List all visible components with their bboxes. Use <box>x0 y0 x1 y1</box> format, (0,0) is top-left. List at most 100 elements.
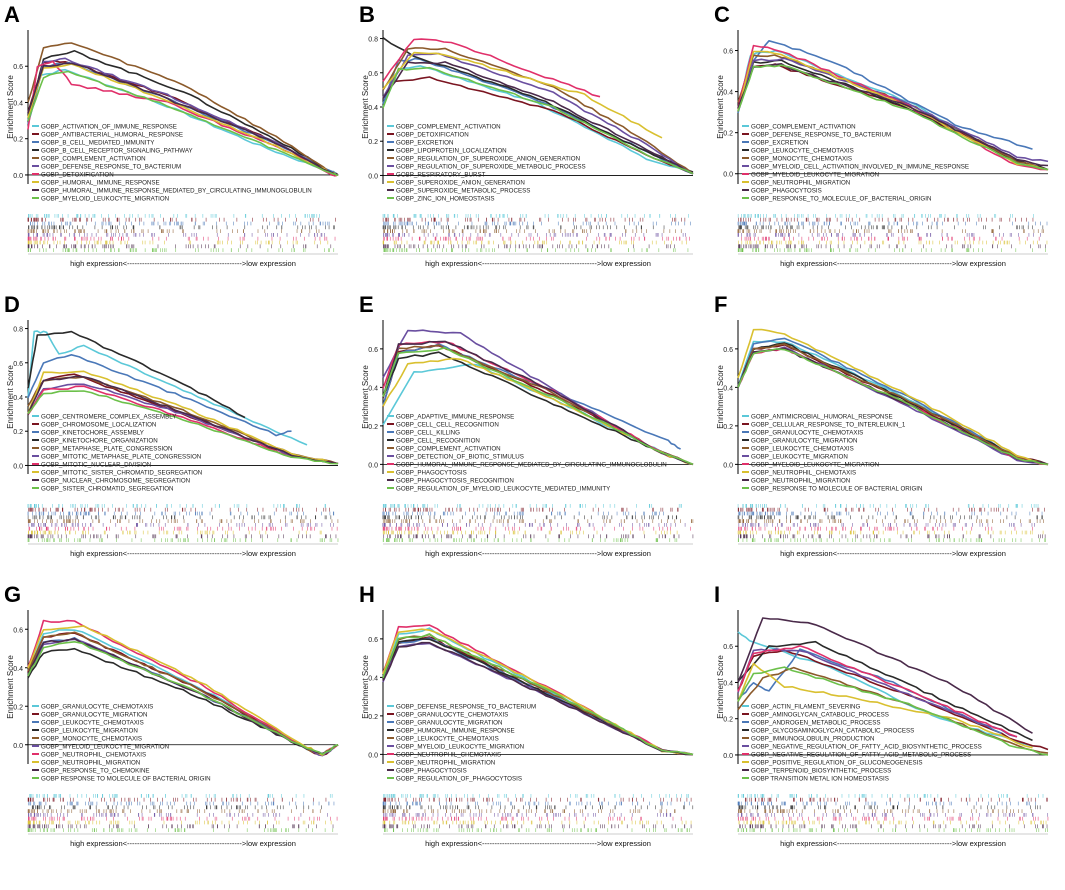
panel-d: D 0.0 0.2 0.4 0.6 0.8 Enrichment Score GOBP_CEN… <box>4 292 339 558</box>
y-tick-label: 0.2 <box>368 424 378 431</box>
legend-entry: GOBP_NEUTROPHIL_MIGRATION <box>751 477 850 484</box>
es-line-0 <box>27 330 308 446</box>
es-line-6 <box>737 44 1049 171</box>
es-line-9 <box>27 70 339 176</box>
legend-entry: GOBP_MONOCYTE_CHEMOTAXIS <box>41 735 142 742</box>
legend-entry: GOBP_MITOTIC_NUCLEAR_DIVISION <box>41 461 151 468</box>
legend-entry: GOBP_COMPLEMENT_ACTIVATION <box>751 123 856 130</box>
legend-entry: GOBP_METAPHASE_PLATE_CONGRESSION <box>41 445 172 452</box>
legend-entry: GOBP_GRANULOCYTE_CHEMOTAXIS <box>41 703 153 710</box>
legend-entry: GOBP_COMPLEMENT_ACTIVATION <box>396 445 501 452</box>
es-line-9 <box>27 640 339 755</box>
legend-entry: GOBP_KINETOCHORE_ASSEMBLY <box>41 429 144 436</box>
y-axis-label: Enrichment Score <box>6 655 15 719</box>
legend-entry: GOBP_KINETOCHORE_ORGANIZATION <box>41 437 158 444</box>
legend-entry: GOBP_DETOXIFICATION <box>396 131 469 138</box>
y-tick-label: 0.0 <box>13 173 23 180</box>
x-axis-caption: high expression<------------------------… <box>70 259 296 268</box>
legend-entry: GOBP_LEUKOCYTE_CHEMOTAXIS <box>41 719 144 726</box>
es-line-3 <box>27 330 246 419</box>
legend-entry: GOBP_RESPONSE_TO_CHEMOKINE <box>41 767 150 774</box>
panel-c: C 0.0 0.2 0.4 0.6 Enrichment Score GOBP_COMPLE… <box>714 2 1049 268</box>
legend-entry: GOBP_MYELOID_LEUKOCYTE_MIGRATION <box>751 171 879 178</box>
panel-a: A 0.0 0.2 0.4 0.6 Enrichment Score GOBP_ACTIVA… <box>4 2 339 268</box>
y-tick-label: 0.4 <box>723 90 733 97</box>
legend-entry: GOBP_CELL_CELL_RECOGNITION <box>396 421 499 428</box>
legend-entry: GOBP_RESPONSE TO MOLECULE OF BACTERIAL O… <box>751 485 922 492</box>
y-tick-label: 0.0 <box>723 172 733 179</box>
legend-entry: GOBP_CELL_RECOGNITION <box>396 437 480 444</box>
legend-entry: GOBP_LEUKOCYTE_CHEMOTAXIS <box>751 445 854 452</box>
y-tick-label: 0.4 <box>13 395 23 402</box>
legend-entry: GOBP_SISTER_CHROMATID_SEGREGATION <box>41 485 173 492</box>
es-line-8 <box>27 62 339 176</box>
panel-e: E 0.0 0.2 0.4 0.6 Enrichment Score GOBP_ADAPTI… <box>359 292 694 558</box>
es-line-9 <box>382 66 694 175</box>
y-tick-label: 0.2 <box>723 131 733 138</box>
es-line-7 <box>382 51 663 139</box>
legend-entry: GOBP RESPONSE TO MOLECULE OF BACTERIAL O… <box>41 775 211 782</box>
legend-entry: GOBP_SUPEROXIDE_ANION_GENERATION <box>396 179 525 186</box>
legend-entry: GOBP_COMPLEMENT_ACTIVATION <box>396 123 501 130</box>
legend-entry: GOBP_ANTIBACTERIAL_HUMORAL_RESPONSE <box>41 131 183 138</box>
legend-entry: GOBP_RESPONSE_TO_MOLECULE_OF_BACTERIAL_O… <box>751 195 931 202</box>
y-tick-label: 0.6 <box>368 347 378 354</box>
legend-entry: GOBP_REGULATION_OF_SUPEROXIDE_ANION_GENE… <box>396 155 580 162</box>
es-line-7 <box>27 625 339 756</box>
es-line-2 <box>27 354 292 437</box>
y-tick-label: 0.8 <box>13 327 23 334</box>
legend-entry: GOBP_LEUKOCYTE_MIGRATION <box>41 727 138 734</box>
es-line-7 <box>27 63 339 176</box>
y-tick-label: 0.4 <box>13 666 23 673</box>
panel-label: G <box>4 582 21 607</box>
legend-entry: GOBP_MONOCYTE_CHEMOTAXIS <box>751 155 852 162</box>
legend-entry: GOBP_RESPIRATORY_BURST <box>396 171 486 178</box>
legend-entry: GOBP_LEUKOCYTE_CHEMOTAXIS <box>751 147 854 154</box>
y-axis-label: Enrichment Score <box>716 365 725 429</box>
x-axis-caption: high expression<------------------------… <box>425 259 651 268</box>
legend-entry: GOBP_ZINC_ION_HOMEOSTASIS <box>396 195 495 202</box>
y-tick-label: 0.0 <box>723 462 733 469</box>
legend-entry: GOBP_MYELOID_CELL_ACTIVATION_INVOLVED_IN… <box>751 163 969 170</box>
x-axis-caption: high expression<------------------------… <box>780 259 1006 268</box>
legend-entry: GOBP_EXCRETION <box>751 139 808 146</box>
y-tick-label: 0.6 <box>13 361 23 368</box>
legend-entry: GOBP_ADAPTIVE_IMMUNE_RESPONSE <box>396 413 514 420</box>
legend-entry: GOBP_CELL_KILLING <box>396 429 460 436</box>
legend-entry: GOBP_PHAGOCYTOSIS <box>751 187 822 194</box>
y-axis-label: Enrichment Score <box>361 365 370 429</box>
legend-entry: GOBP_COMPLEMENT_ACTIVATION <box>41 155 146 162</box>
y-axis-label: Enrichment Score <box>716 75 725 139</box>
legend-entry: GOBP_MYELOID_LEUKOCYTE_MIGRATION <box>41 743 169 750</box>
es-line-4 <box>27 631 339 757</box>
y-tick-label: 0.2 <box>723 424 733 431</box>
y-tick-label: 0.6 <box>13 64 23 71</box>
legend-entry: GOBP_DETECTION_OF_BIOTIC_STIMULUS <box>396 453 524 460</box>
y-tick-label: 0.0 <box>368 462 378 469</box>
legend-entry: GOBP_B_CELL_MEDIATED_IMMUNITY <box>41 139 154 146</box>
es-line-4 <box>737 54 1049 171</box>
es-line-9 <box>27 390 339 465</box>
legend-entry: GOBP_REGULATION_OF_MYELOID_LEUKOCYTE_MED… <box>396 485 610 492</box>
legend-entry: GOBP_EXCRETION <box>396 139 453 146</box>
y-tick-label: 0.0 <box>13 743 23 750</box>
legend-entry: GOBP_NEUTROPHIL_CHEMOTAXIS <box>751 469 856 476</box>
es-line-6 <box>27 60 339 177</box>
legend-entry: GOBP_CENTROMERE_COMPLEX_ASSEMBLY <box>41 413 176 420</box>
y-tick-label: 0.6 <box>723 49 733 56</box>
y-axis-label: Enrichment Score <box>361 75 370 139</box>
es-line-7 <box>27 370 339 465</box>
legend-entry: GOBP_GRANULOCYTE_MIGRATION <box>41 711 147 718</box>
legend-entry: GOBP_HUMORAL_IMMUNE_RESPONSE_MEDIATED_BY… <box>396 461 667 468</box>
panel-g: G 0.0 0.2 0.4 0.6 Enrichment Score GOBP_GRANUL… <box>4 582 339 848</box>
panel-label: A <box>4 2 20 27</box>
x-axis-caption: high expression<------------------------… <box>70 549 296 558</box>
y-tick-label: 0.0 <box>368 173 378 180</box>
legend-entry: GOBP_MITOTIC_METAPHASE_PLATE_CONGRESSION <box>41 453 201 460</box>
legend-entry: GOBP_HUMORAL_IMMUNE_RESPONSE <box>41 179 160 186</box>
legend-entry: GOBP_MYELOID_LEUKOCYTE_MIGRATION <box>751 461 879 468</box>
legend-entry: GOBP_CHROMOSOME_LOCALIZATION <box>41 421 156 428</box>
es-line-8 <box>737 62 1049 167</box>
es-line-3 <box>737 342 1049 466</box>
